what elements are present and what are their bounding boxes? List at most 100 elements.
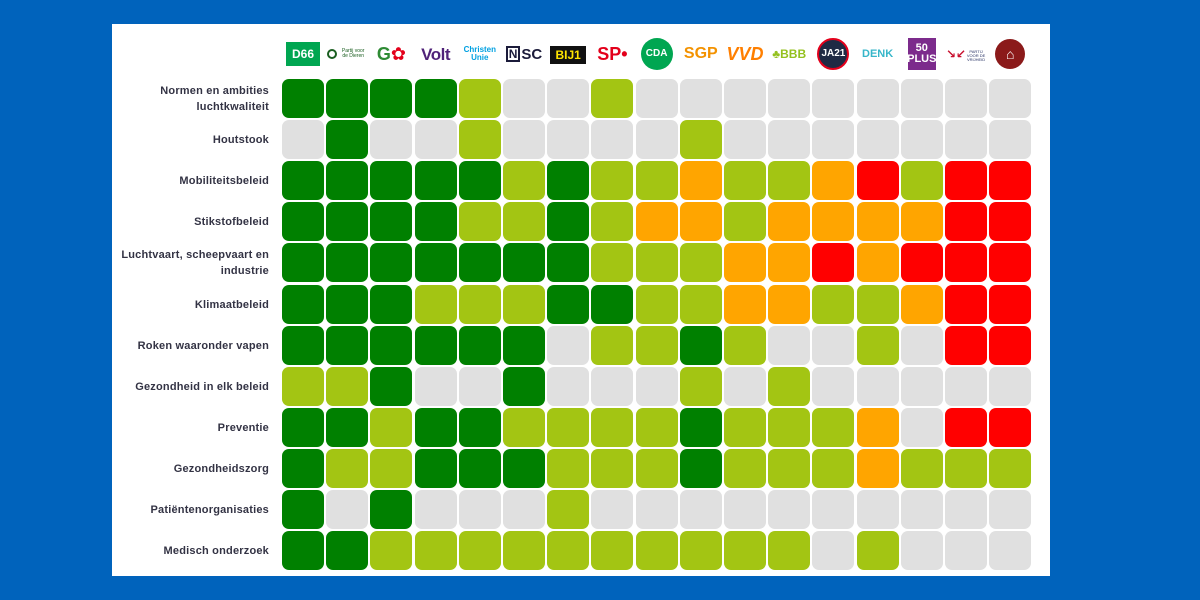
sp-logo: SP• [597,44,628,64]
score-cell [458,325,501,365]
score-cell [900,202,943,242]
score-cell [503,407,545,447]
row-label: Gezondheid in elk beleid [135,380,269,393]
score-cell [503,284,545,324]
score-cell [591,490,634,529]
score-cell [458,243,501,283]
score-cell [724,243,766,283]
score-cell [458,490,501,529]
score-cell [989,79,1032,118]
score-cell [989,284,1032,324]
score-cell [547,243,590,283]
score-cell [989,243,1032,283]
score-cell [768,243,811,283]
seagull-icon: ↘↙ [946,47,967,61]
score-cell [326,325,369,365]
score-cell [503,202,545,242]
volt-logo: Volt [421,44,451,64]
score-cell [945,407,987,447]
score-cell [945,366,987,406]
row-label: Roken waaronder vapen [137,339,269,352]
sgp-logo: SGP [683,45,718,62]
score-cell [414,448,457,488]
score-cell [945,448,987,488]
score-cell [547,407,590,447]
score-cell [414,366,457,406]
score-cell [458,366,501,406]
score-cell [503,120,545,160]
score-cell [768,284,811,324]
score-cell [856,366,899,406]
score-cell [812,407,855,447]
score-cell [326,284,369,324]
score-cell [856,243,899,283]
score-cell [282,243,324,283]
score-cell [856,120,899,160]
score-cell [768,202,811,242]
score-cell [414,284,457,324]
score-cell [856,202,899,242]
score-cell [635,531,678,571]
rose-icon: ✿ [390,44,406,64]
score-cell [679,366,722,406]
score-cell [282,448,324,488]
score-cell [370,161,413,201]
score-cell [856,79,899,118]
score-cell [503,490,545,529]
score-cell [458,407,501,447]
score-cell [591,366,634,406]
score-cell [679,325,722,365]
denk-logo: DENK [862,47,894,60]
score-cell [370,202,413,242]
score-cell [679,407,722,447]
score-cell [547,448,590,488]
fvd-logo: ⌂ [995,39,1026,69]
row-label: Medisch onderzoek [163,545,269,558]
score-cell [282,120,324,160]
leaf-icon [327,49,338,59]
score-cell [458,161,501,201]
row-label: Mobiliteitsbeleid [179,175,269,188]
score-cell [900,161,943,201]
score-cell [812,161,855,201]
bij1-logo: BIJ1 [550,46,587,64]
score-cell [900,243,943,283]
score-cell [458,120,501,160]
score-cell [503,79,545,118]
score-cell [591,531,634,571]
pvv-logo: ↘↙ PARTIJ VOOR DE VRIJHEID [946,47,986,62]
score-cell [900,366,943,406]
score-cell [768,531,811,571]
row-label: Preventie [217,421,269,434]
score-cell [282,79,324,118]
score-cell [635,79,678,118]
score-cell [635,490,678,529]
score-cell [724,325,766,365]
score-cell [945,531,987,571]
score-cell [900,284,943,324]
score-cell [812,79,855,118]
score-cell [856,325,899,365]
score-cell [503,448,545,488]
score-cell [326,407,369,447]
score-cell [547,366,590,406]
score-cell [724,531,766,571]
score-cell [503,531,545,571]
score-cell [812,531,855,571]
score-cell [635,366,678,406]
score-cell [768,407,811,447]
score-cell [679,448,722,488]
score-cell [370,325,413,365]
score-cell [503,325,545,365]
score-cell [768,366,811,406]
score-cell [635,120,678,160]
score-cell [724,366,766,406]
score-cell [900,325,943,365]
score-cell [591,284,634,324]
score-cell [856,448,899,488]
score-cell [591,202,634,242]
vvd-logo: VVD [726,44,764,64]
score-cell [635,284,678,324]
score-cell [945,490,987,529]
score-cell [414,243,457,283]
